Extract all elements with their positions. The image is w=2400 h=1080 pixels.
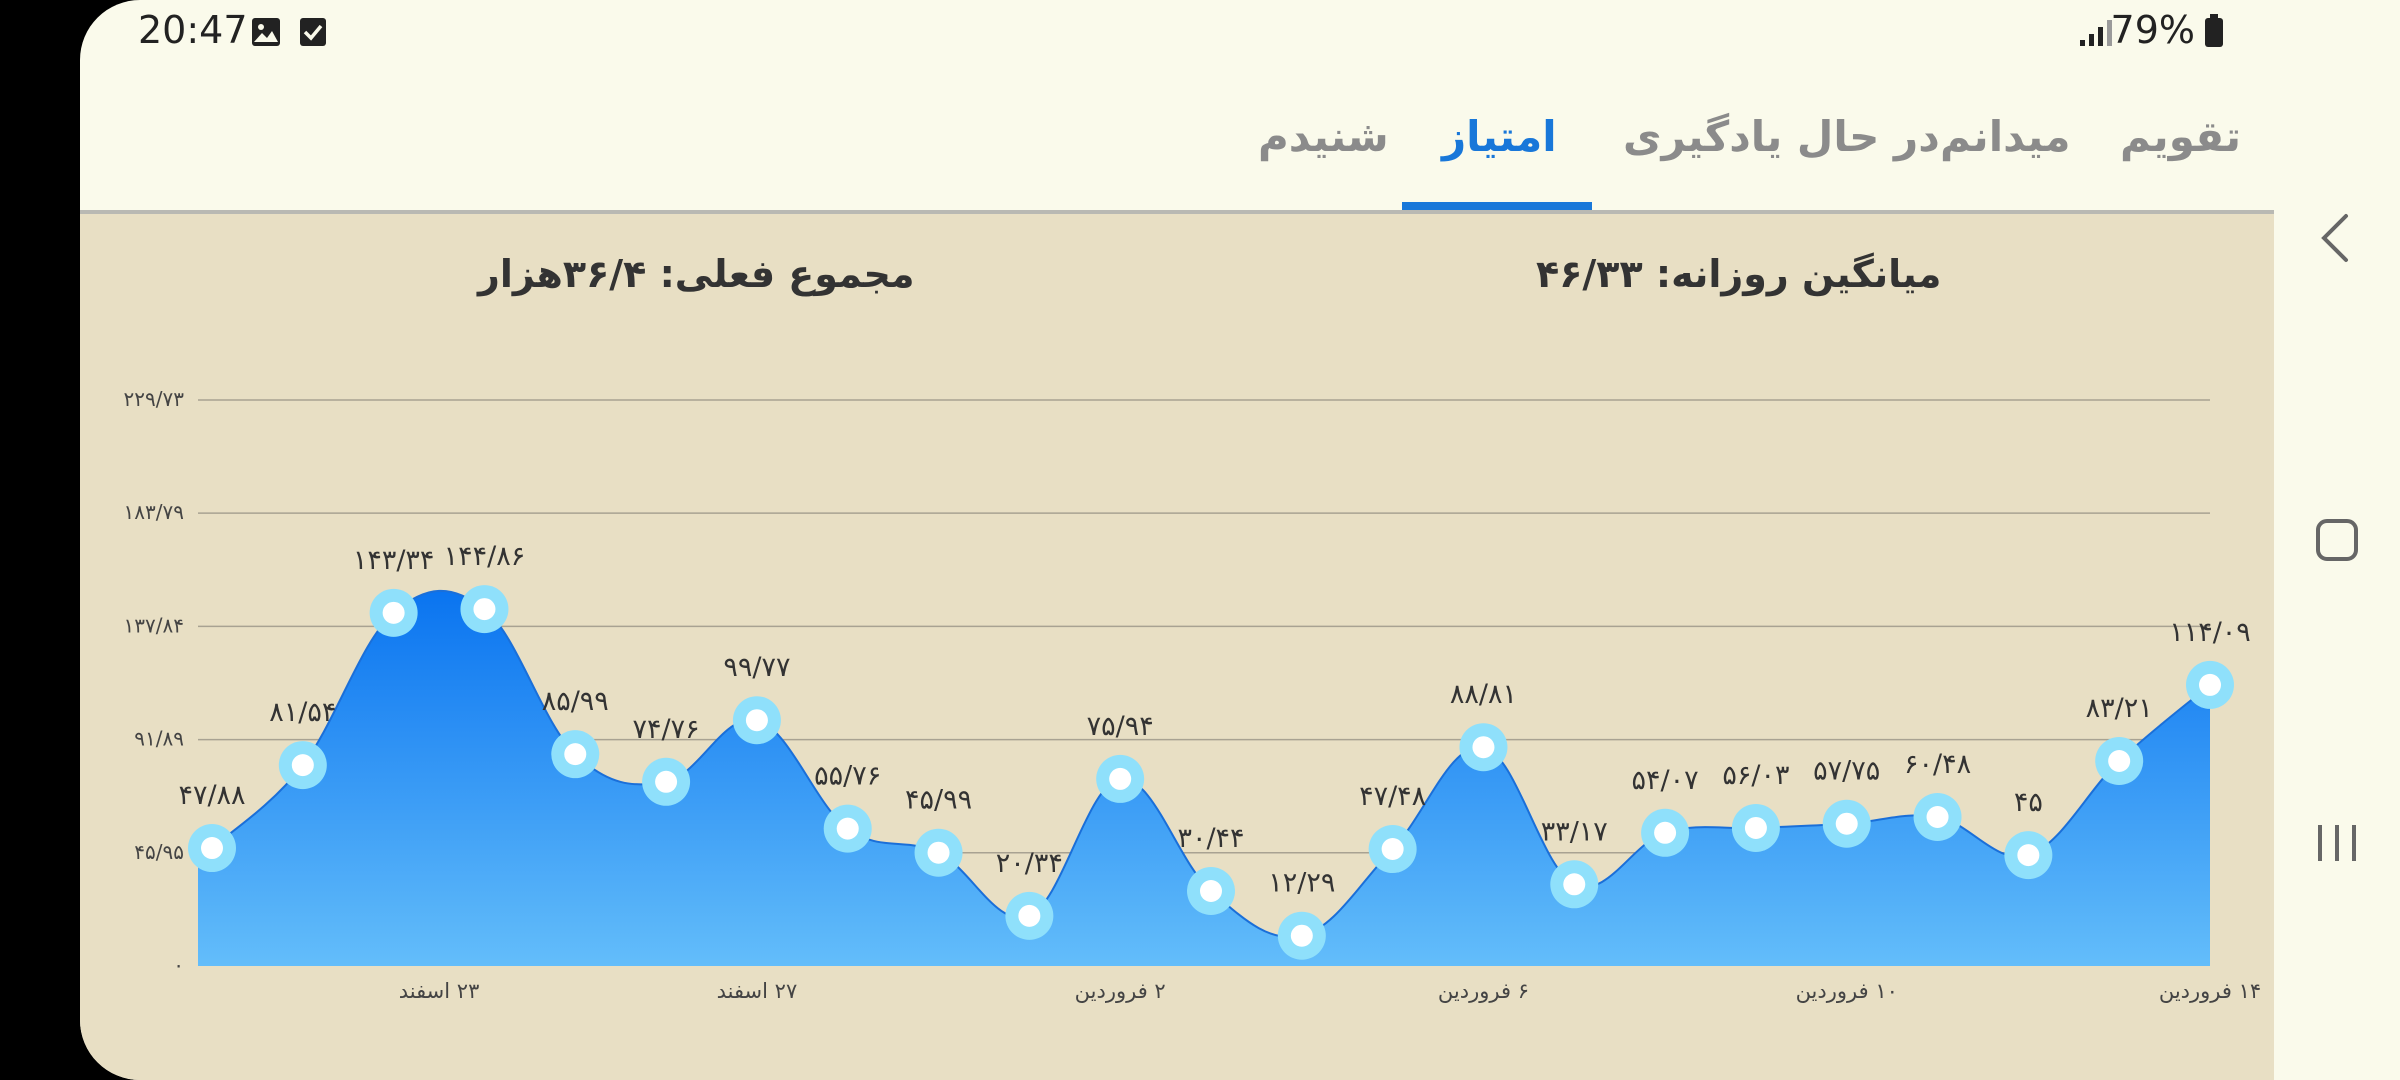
- x-tick-label: ۱۴ فروردین: [2159, 979, 2261, 1003]
- data-point: [1368, 825, 1417, 874]
- data-label: ۵۶/۰۳: [1722, 760, 1789, 791]
- back-chevron-icon[interactable]: [2274, 188, 2400, 288]
- data-label: ۱۲/۲۹: [1268, 868, 1335, 899]
- data-point: [1913, 792, 1962, 841]
- status-bar: 20:47 79%: [80, 0, 2225, 62]
- y-tick-label: ۱۸۳/۷۹: [124, 500, 184, 524]
- tab-known[interactable]: میدانم: [1940, 112, 2071, 161]
- data-point: [1459, 723, 1508, 772]
- system-nav-bar: [2274, 0, 2400, 1080]
- data-point: [1277, 911, 1326, 960]
- data-point: [1096, 754, 1145, 803]
- data-point: [1822, 799, 1871, 848]
- data-point: [642, 757, 691, 806]
- tab-learning[interactable]: در حال یادگیری: [1623, 112, 1940, 161]
- data-point: [460, 585, 509, 634]
- battery-percentage: 79%: [2110, 8, 2195, 52]
- daily-average-label: میانگین روزانه: ۴۶/۳۳: [1536, 252, 1942, 296]
- tab-score[interactable]: امتیاز: [1442, 112, 1557, 161]
- data-label: ۸۸/۸۱: [1450, 679, 1517, 710]
- data-point: [551, 730, 600, 779]
- checkbox-notification-icon: [298, 16, 328, 52]
- data-point: [1641, 808, 1690, 857]
- data-label: ۵۷/۷۵: [1813, 756, 1880, 787]
- data-label: ۳۰/۴۴: [1177, 823, 1244, 854]
- data-point: [188, 824, 236, 873]
- data-label: ۱۴۴/۸۶: [444, 541, 526, 572]
- data-label: ۴۵/۹۹: [905, 785, 972, 816]
- data-point: [732, 696, 781, 745]
- data-label: ۵۵/۷۶: [814, 761, 881, 792]
- x-tick-label: ۲ فروردین: [1075, 979, 1166, 1003]
- data-point: [1731, 803, 1780, 852]
- active-tab-indicator: [1402, 202, 1592, 210]
- data-label: ۴۵: [2014, 787, 2043, 818]
- data-label: ۶۰/۴۸: [1904, 749, 1971, 780]
- data-point: [2004, 831, 2053, 880]
- data-label: ۲۰/۳۴: [996, 848, 1063, 879]
- data-label: ۷۴/۷۶: [633, 714, 700, 745]
- x-tick-label: ۶ فروردین: [1438, 979, 1529, 1003]
- data-label: ۸۵/۹۹: [542, 686, 609, 717]
- data-point: [823, 804, 872, 853]
- data-label: ۴۷/۸۸: [178, 780, 245, 811]
- y-tick-label: ۹۱/۸۹: [134, 727, 184, 751]
- data-label: ۸۱/۵۴: [269, 697, 336, 728]
- y-tick-label: ۰: [173, 953, 184, 977]
- y-tick-label: ۱۳۷/۸۴: [124, 613, 184, 637]
- data-point: [278, 741, 327, 790]
- status-time: 20:47: [138, 8, 248, 52]
- data-point: [369, 588, 418, 637]
- data-label: ۱۴۳/۳۴: [353, 545, 435, 576]
- data-point: [1187, 867, 1235, 916]
- signal-icon: [2078, 18, 2114, 52]
- current-total-label: مجموع فعلی: ۳۶/۴هزار: [478, 252, 915, 296]
- recent-apps-icon[interactable]: [2274, 793, 2400, 893]
- data-label: ۴۷/۴۸: [1359, 781, 1426, 812]
- x-tick-label: ۲۳ اسفند: [399, 979, 480, 1003]
- data-point: [1550, 860, 1599, 909]
- data-point: [914, 828, 963, 877]
- data-point: [2186, 660, 2234, 709]
- score-area-series: [198, 590, 2210, 966]
- data-label: ۸۳/۲۱: [2086, 693, 2153, 724]
- tab-bar: تقویم میدانم در حال یادگیری امتیاز شنیدم: [80, 90, 2274, 214]
- image-notification-icon: [250, 16, 282, 52]
- tab-calendar[interactable]: تقویم: [2120, 112, 2242, 161]
- data-label: ۳۳/۱۷: [1541, 816, 1608, 847]
- y-tick-label: ۲۲۹/۷۳: [124, 387, 185, 411]
- score-area-chart: ۰ ۴۵/۹۵ ۹۱/۸۹ ۱۳۷/۸۴ ۱۸۳/۷۹ ۲۲۹/۷۳ ۴۷/۸۸ ۸۱/۵۴…: [124, 387, 2262, 1003]
- x-tick-label: ۲۷ اسفند: [717, 979, 798, 1003]
- y-tick-label: ۴۵/۹۵: [134, 840, 184, 864]
- x-tick-label: ۱۰ فروردین: [1796, 979, 1898, 1003]
- tab-heard[interactable]: شنیدم: [1258, 112, 1389, 161]
- data-label: ۷۵/۹۴: [1087, 711, 1154, 742]
- data-label: ۱۱۴/۰۹: [2169, 617, 2251, 648]
- data-point: [1005, 891, 1054, 940]
- battery-icon: [2204, 14, 2224, 52]
- data-point: [2095, 736, 2144, 785]
- home-button-icon[interactable]: [2274, 490, 2400, 590]
- score-chart-panel: میانگین روزانه: ۴۶/۳۳ مجموع فعلی: ۳۶/۴هز…: [80, 214, 2274, 1080]
- data-label: ۵۴/۰۷: [1632, 765, 1699, 796]
- data-label: ۹۹/۷۷: [723, 652, 790, 683]
- app-screen: 20:47 79%: [80, 0, 2400, 1080]
